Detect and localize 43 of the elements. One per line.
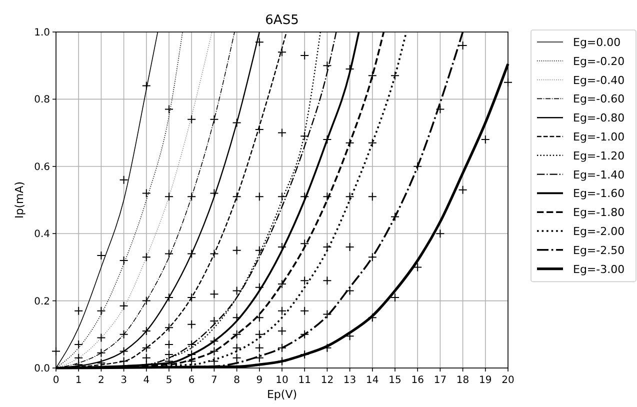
x-tick-label: 5 — [166, 375, 172, 386]
x-tick-label: 13 — [343, 375, 356, 386]
x-tick-label: 16 — [411, 375, 424, 386]
x-tick-label: 8 — [234, 375, 240, 386]
x-tick-label: 0 — [52, 375, 60, 386]
y-tick-label: 1.0 — [34, 28, 50, 38]
legend-label: Eg=-2.00 — [573, 225, 625, 238]
x-axis-title: Ep(V) — [266, 388, 298, 401]
y-axis-title: Ip(mA) — [13, 181, 26, 219]
x-tick-label: 20 — [502, 375, 514, 386]
legend-label: Eg=-1.40 — [573, 168, 625, 182]
x-tick-label: 9 — [256, 375, 263, 386]
y-tick-label: 0.4 — [34, 229, 50, 240]
y-tick-label: 0.0 — [34, 364, 50, 374]
y-tick-label: 0.2 — [34, 296, 50, 308]
x-tick-label: 15 — [388, 375, 402, 386]
legend-label: Eg=-1.80 — [573, 206, 625, 220]
legend-label: Eg=-3.00 — [573, 262, 625, 276]
legend-label: Eg=-1.60 — [573, 187, 625, 200]
x-tick-label: 4 — [143, 375, 150, 386]
x-tick-label: 18 — [456, 375, 470, 386]
x-tick-label: 11 — [298, 375, 311, 386]
x-tick-label: 3 — [120, 375, 127, 386]
x-tick-label: 17 — [434, 375, 447, 386]
legend-label: Eg=-0.20 — [573, 54, 625, 68]
legend-label: Eg=0.00 — [573, 36, 621, 49]
chart-title: 6AS5 — [265, 13, 299, 28]
y-tick-label: 0.8 — [34, 94, 50, 106]
legend-label: Eg=-2.50 — [573, 244, 625, 257]
legend-label: Eg=-0.40 — [573, 74, 625, 87]
x-tick-label: 7 — [211, 375, 218, 386]
legend-label: Eg=-0.80 — [573, 112, 625, 125]
legend-label: Eg=-1.20 — [573, 149, 625, 162]
x-tick-label: 12 — [320, 375, 334, 386]
x-tick-label: 2 — [98, 375, 104, 386]
x-tick-label: 14 — [366, 375, 379, 386]
x-tick-label: 1 — [75, 375, 82, 386]
x-tick-label: 6 — [188, 375, 195, 386]
x-tick-label: 19 — [479, 375, 492, 386]
legend-label: Eg=-0.60 — [573, 92, 625, 106]
y-tick-label: 0.6 — [34, 162, 50, 173]
legend-label: Eg=-1.00 — [573, 130, 625, 144]
x-tick-label: 10 — [276, 375, 288, 386]
